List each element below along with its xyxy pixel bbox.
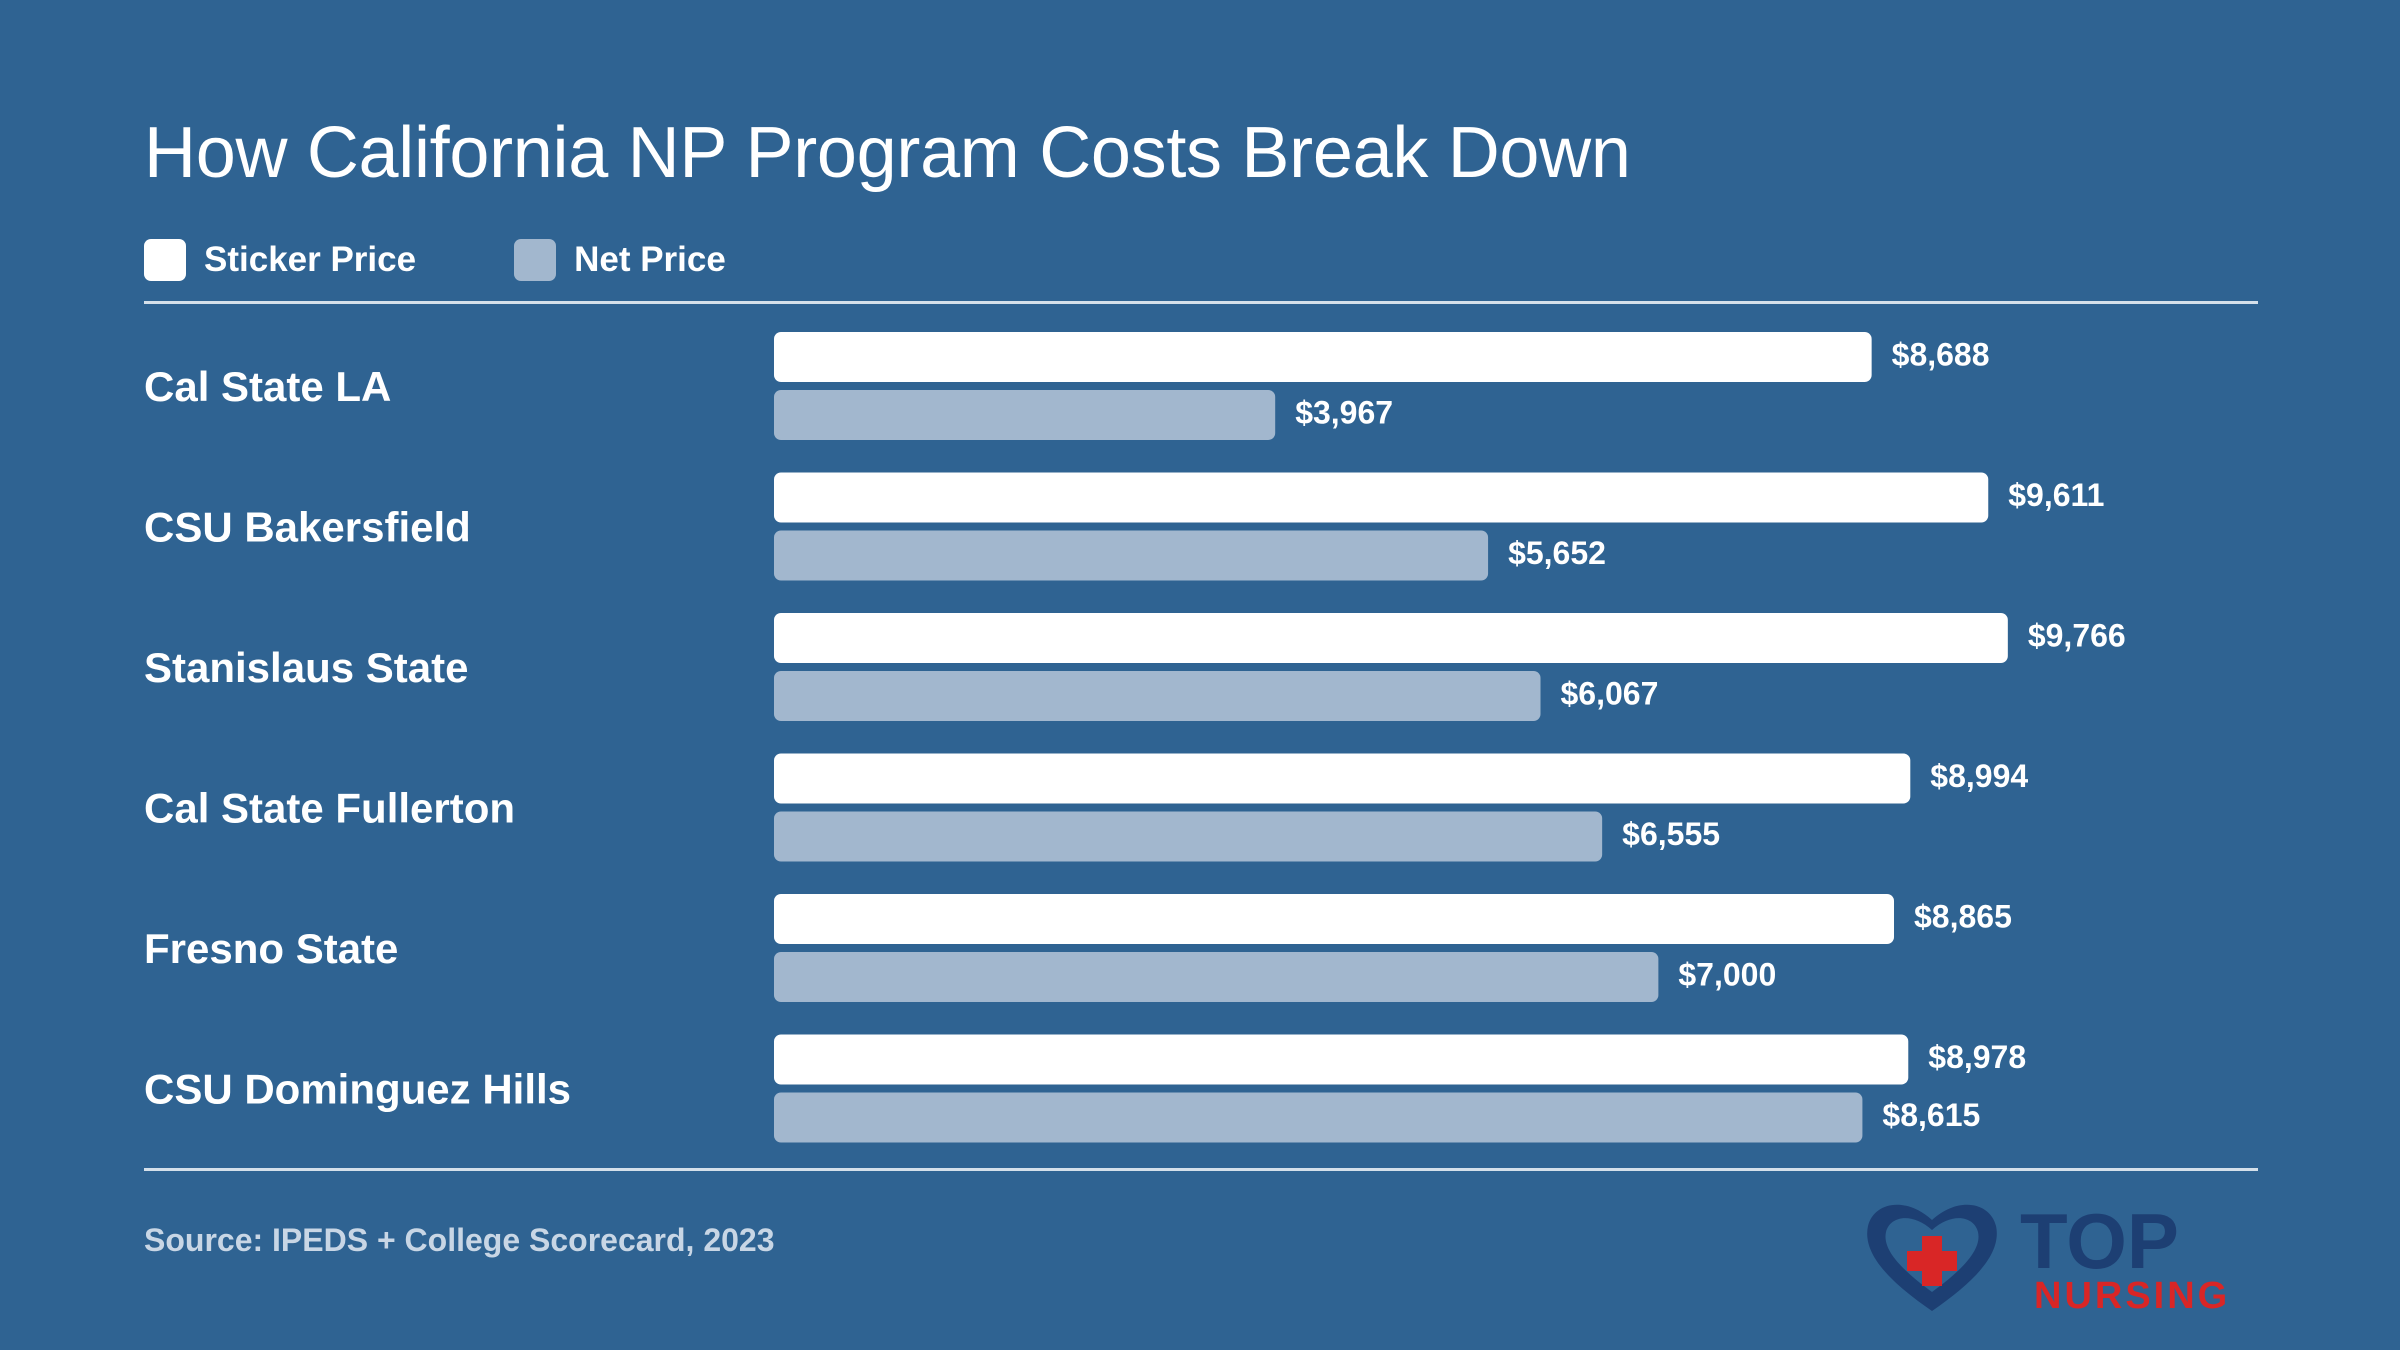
bar-sticker-price-stanislaus-state [774,613,2008,663]
legend-swatch-sticker-price [144,239,186,281]
top-divider [144,301,2258,304]
category-label-cal-state-la: Cal State LA [144,363,391,410]
bar-sticker-price-csu-bakersfield [774,472,1989,523]
bottom-divider [144,1168,2258,1171]
logo-text-top: TOP [2020,1197,2179,1285]
bar-sticker-price-fresno-state [774,894,1895,944]
bar-net-price-cal-state-fullerton [774,811,1603,862]
legend-label-net-price: Net Price [574,240,726,279]
legend: Sticker Price Net Price [144,236,824,284]
value-label-sticker-price-cal-state-la: $8,688 [1892,336,1990,372]
legend-label-sticker-price: Sticker Price [204,240,417,279]
bar-net-price-stanislaus-state [774,671,1541,721]
bar-sticker-price-cal-state-fullerton [774,753,1911,804]
logo-text-bottom: NURSING [2034,1275,2230,1316]
bar-net-price-fresno-state [774,952,1659,1002]
value-label-net-price-fresno-state: $7,000 [1678,956,1776,992]
bar-net-price-cal-state-la [774,390,1276,440]
value-label-sticker-price-fresno-state: $8,865 [1914,898,2012,934]
value-label-net-price-cal-state-fullerton: $6,555 [1622,816,1720,852]
bar-net-price-csu-dominguez-hills [774,1092,1863,1143]
value-label-net-price-cal-state-la: $3,967 [1295,394,1393,430]
top-nursing-logo: TOP NURSING [1867,1197,2230,1316]
value-label-sticker-price-csu-dominguez-hills: $8,978 [1928,1039,2026,1075]
source-note: Source: IPEDS + College Scorecard, 2023 [144,1222,775,1258]
category-label-stanislaus-state: Stanislaus State [144,644,468,691]
heart-cross-icon [1867,1204,1997,1311]
bar-net-price-csu-bakersfield [774,530,1489,581]
value-label-net-price-csu-bakersfield: $5,652 [1508,535,1606,571]
value-label-sticker-price-csu-bakersfield: $9,611 [2008,477,2104,513]
category-label-cal-state-fullerton: Cal State Fullerton [144,785,515,832]
value-label-sticker-price-stanislaus-state: $9,766 [2028,617,2126,653]
value-label-sticker-price-cal-state-fullerton: $8,994 [1930,758,2028,794]
legend-item-net-price: Net Price [514,239,726,281]
value-label-net-price-stanislaus-state: $6,067 [1561,675,1659,711]
category-label-csu-dominguez-hills: CSU Dominguez Hills [144,1066,571,1113]
bar-sticker-price-cal-state-la [774,332,1872,382]
value-label-net-price-csu-dominguez-hills: $8,615 [1882,1097,1980,1133]
legend-swatch-net-price [514,239,557,281]
legend-item-sticker-price: Sticker Price [144,239,416,281]
chart-title: How California NP Program Costs Break Do… [144,113,1631,193]
category-label-fresno-state: Fresno State [144,925,398,972]
bar-sticker-price-csu-dominguez-hills [774,1034,1909,1085]
category-label-csu-bakersfield: CSU Bakersfield [144,504,471,551]
